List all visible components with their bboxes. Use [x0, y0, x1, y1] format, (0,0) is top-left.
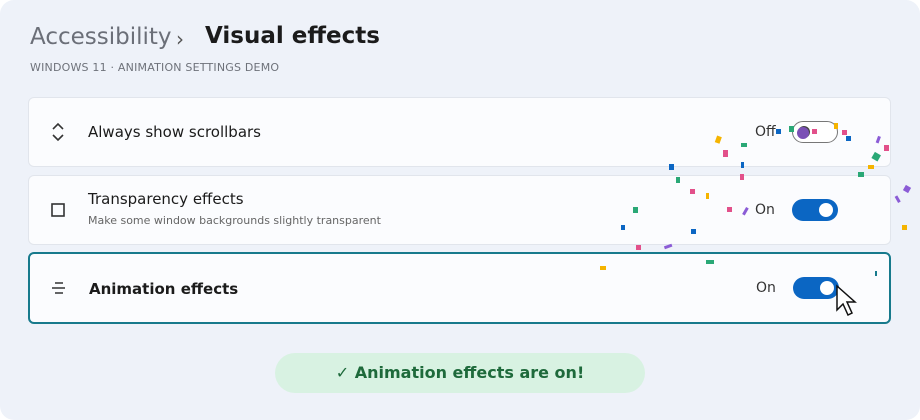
setting-label: Always show scrollbars	[88, 123, 261, 141]
toggle-state: Off	[755, 124, 776, 140]
toggle-knob	[819, 203, 833, 217]
setting-label: Animation effects	[89, 280, 239, 298]
toggle[interactable]	[792, 121, 838, 143]
toggle-knob	[820, 281, 834, 295]
setting-row[interactable]: Always show scrollbars Off	[28, 97, 891, 167]
toggle[interactable]	[793, 277, 839, 299]
scroll-icon	[52, 122, 64, 142]
setting-label: Transparency effects	[88, 190, 244, 208]
animation-icon	[52, 282, 65, 294]
setting-row[interactable]: Transparency effects Make some window ba…	[28, 175, 891, 245]
breadcrumb-parent[interactable]: Accessibility	[30, 24, 172, 50]
toggle-state: On	[756, 280, 776, 296]
toggle[interactable]	[792, 199, 838, 221]
setting-description: Make some window backgrounds slightly tr…	[88, 214, 381, 227]
subtitle: WINDOWS 11 · ANIMATION SETTINGS DEMO	[30, 61, 280, 74]
setting-row[interactable]: Animation effects On	[28, 252, 891, 324]
page-title: Visual effects	[205, 23, 380, 49]
toggle-state: On	[755, 202, 775, 218]
toggle-knob	[798, 126, 810, 138]
status-message: ✓ Animation effects are on!	[275, 353, 645, 393]
breadcrumb-separator: ›	[176, 27, 184, 51]
transparency-icon	[51, 203, 65, 217]
